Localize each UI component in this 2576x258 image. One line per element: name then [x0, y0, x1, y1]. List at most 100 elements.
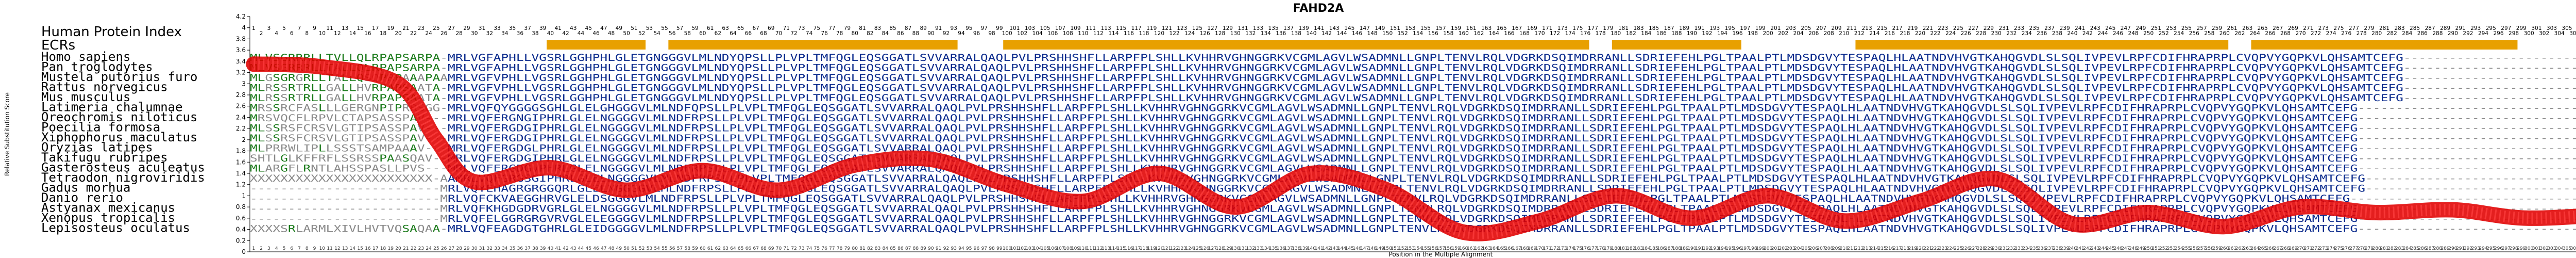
position-number-bottom: 201 — [1771, 246, 1780, 251]
position-number-bottom: 178 — [1596, 246, 1605, 251]
position-number-bottom: 253 — [2167, 246, 2176, 251]
position-number-top: 157 — [1435, 25, 1446, 31]
position-number-top: 67 — [753, 25, 759, 31]
position-number-bottom: 294 — [2479, 246, 2487, 251]
residue: F — [486, 52, 494, 63]
position-number-top: 133 — [1253, 25, 1263, 31]
position-number-top: 289 — [2440, 25, 2450, 31]
position-number-bottom: 30 — [471, 246, 478, 251]
position-number-top: 150 — [1382, 30, 1393, 37]
position-number-top: 14 — [349, 30, 357, 37]
position-number-bottom: 298 — [2509, 246, 2518, 251]
residue: M — [1384, 52, 1392, 63]
position-number-top: 116 — [1124, 30, 1134, 37]
position-number-bottom: 26 — [441, 246, 447, 251]
position-number-top: 60 — [699, 30, 706, 37]
position-number-top: 136 — [1276, 30, 1286, 37]
position-number-top: 71 — [783, 25, 790, 31]
position-number-bottom: 171 — [1543, 246, 1552, 251]
position-number-bottom: 199 — [1756, 246, 1765, 251]
position-number-bottom: 261 — [2228, 246, 2236, 251]
position-number-top: 277 — [2349, 25, 2359, 31]
position-number-top: 204 — [1793, 30, 1804, 37]
position-number-bottom: 121 — [1162, 246, 1171, 251]
residue: M — [821, 52, 828, 63]
position-number-top: 170 — [1534, 30, 1545, 37]
position-number-bottom: 239 — [2060, 246, 2069, 251]
position-number-top: 19 — [387, 25, 394, 31]
position-number-bottom: 287 — [2426, 246, 2434, 251]
position-number-bottom: 234 — [2022, 246, 2031, 251]
position-number-top: 56 — [669, 30, 676, 37]
residue: G — [668, 52, 676, 63]
position-number-top: 168 — [1519, 30, 1530, 37]
position-number-bottom: 187 — [1665, 246, 1673, 251]
position-number-bottom: 184 — [1642, 246, 1651, 251]
position-number-bottom: 82 — [867, 246, 873, 251]
position-number-bottom: 147 — [1360, 246, 1369, 251]
position-number-bottom: 20 — [395, 246, 401, 251]
position-number-top: 146 — [1352, 30, 1362, 37]
position-number-top: 232 — [2006, 30, 2016, 37]
position-number-top: 30 — [471, 30, 478, 37]
position-number-bottom: 231 — [1999, 246, 2008, 251]
position-number-top: 20 — [395, 30, 401, 37]
position-number-bottom: 166 — [1505, 246, 1514, 251]
position-number-top: 256 — [2189, 30, 2199, 37]
residue: G — [676, 52, 684, 63]
position-number-bottom: 145 — [1345, 246, 1354, 251]
position-number-bottom: 249 — [2137, 246, 2145, 251]
residue: S — [402, 52, 410, 63]
position-number-bottom: 245 — [2106, 246, 2115, 251]
y-tick-label: 3.8 — [236, 35, 246, 42]
position-number-bottom: 113 — [1101, 246, 1110, 251]
residue: L — [349, 52, 357, 63]
position-number-bottom: 86 — [897, 246, 904, 251]
position-number-top: 63 — [722, 25, 728, 31]
position-number-top: 173 — [1557, 25, 1568, 31]
position-number-bottom: 17 — [372, 246, 378, 251]
position-number-bottom: 221 — [1923, 246, 1932, 251]
position-number-top: 40 — [547, 30, 554, 37]
residue: E — [859, 52, 867, 63]
position-number-bottom: 142 — [1322, 246, 1331, 251]
y-tick-label: 0.6 — [236, 215, 246, 222]
position-number-top: 236 — [2037, 30, 2047, 37]
residue: L — [805, 52, 813, 63]
position-number-top: 193 — [1709, 25, 1720, 31]
position-number-bottom: 244 — [2098, 246, 2107, 251]
residue: L — [562, 52, 570, 63]
position-number-bottom: 41 — [555, 246, 561, 251]
position-number-bottom: 112 — [1094, 246, 1103, 251]
position-number-bottom: 117 — [1132, 246, 1141, 251]
position-number-bottom: 64 — [730, 246, 736, 251]
position-number-top: 212 — [1854, 30, 1865, 37]
y-tick-label: 0.8 — [236, 203, 246, 211]
position-number-bottom: 131 — [1239, 246, 1247, 251]
position-number-top: 152 — [1398, 30, 1408, 37]
position-number-bottom: 238 — [2053, 246, 2061, 251]
position-number-bottom: 270 — [2296, 246, 2305, 251]
position-number-bottom: 281 — [2380, 246, 2388, 251]
position-number-bottom: 79 — [844, 246, 851, 251]
y-tick-label: 2.4 — [236, 114, 246, 121]
residue: V — [333, 52, 341, 63]
residue: A — [942, 52, 950, 63]
position-number-top: 264 — [2250, 30, 2260, 37]
position-number-bottom: 190 — [1687, 246, 1696, 251]
position-number-bottom: 168 — [1520, 246, 1529, 251]
position-number-bottom: 109 — [1071, 246, 1080, 251]
residue: S — [1072, 52, 1079, 63]
position-number-top: 105 — [1040, 25, 1050, 31]
position-number-top: 174 — [1565, 30, 1575, 37]
position-number-bottom: 161 — [1467, 246, 1476, 251]
residue: L — [1148, 52, 1156, 63]
position-number-bottom: 255 — [2182, 246, 2191, 251]
position-number-top: 285 — [2410, 25, 2420, 31]
position-number-bottom: 29 — [464, 246, 470, 251]
position-number-bottom: 36 — [517, 246, 523, 251]
position-number-top: 215 — [1877, 25, 1887, 31]
position-number-bottom: 242 — [2083, 246, 2092, 251]
position-number-bottom: 246 — [2113, 246, 2122, 251]
position-number-top: 282 — [2387, 30, 2397, 37]
